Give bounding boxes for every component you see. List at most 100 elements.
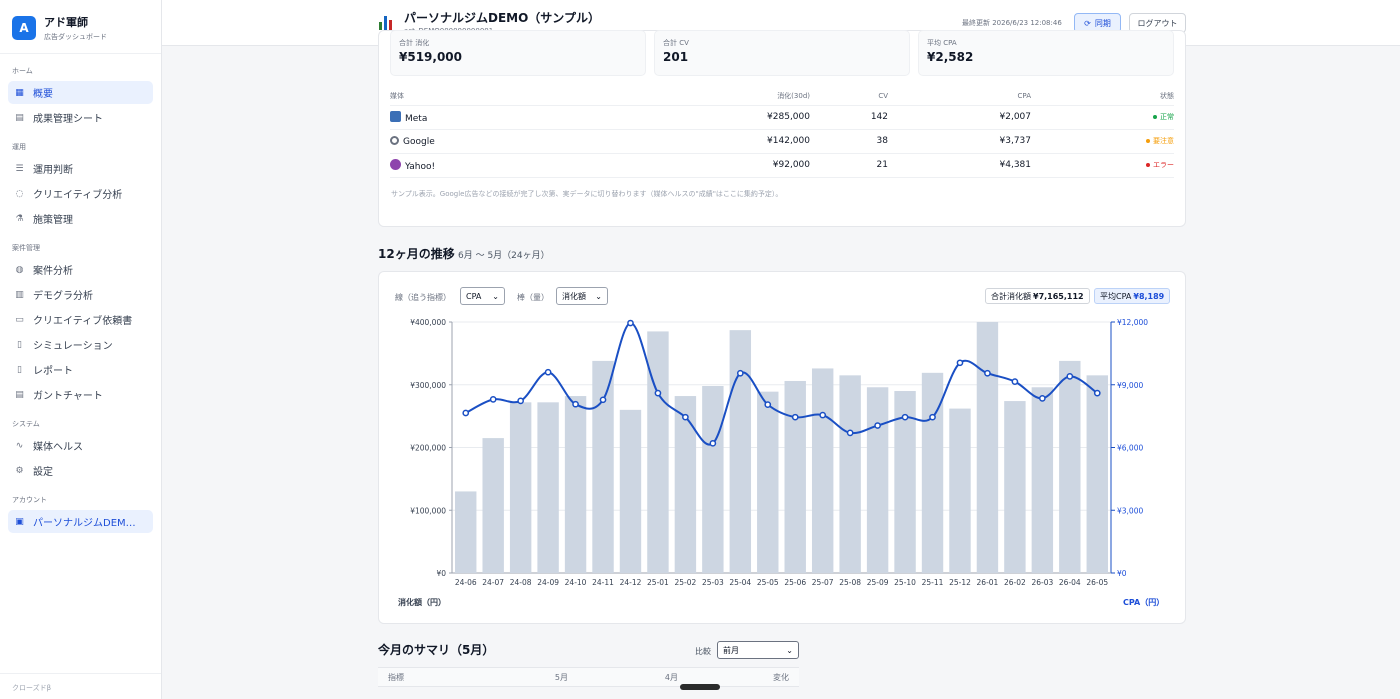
sidebar-item[interactable]: ▦ 概要	[8, 81, 153, 104]
bar	[592, 360, 614, 573]
compare-value: 前月	[723, 645, 739, 655]
nav-section-label: システム	[12, 420, 40, 428]
table-header-row: 媒体 消化(30d) CV CPA 状態	[390, 87, 1174, 106]
status-cell: エラー	[1031, 153, 1174, 178]
sidebar-item[interactable]: ◌ クリエイティブ分析	[8, 182, 153, 205]
media-name-cell: Meta	[390, 105, 640, 130]
x-tick-label: 24-12	[620, 578, 642, 587]
sidebar-item[interactable]: ▯ シミュレーション	[8, 333, 153, 356]
spend-cell: ¥92,000	[640, 153, 810, 178]
sidebar-item[interactable]: ∿ 媒体ヘルス	[8, 434, 153, 457]
bar	[647, 331, 669, 573]
trend-card: 線（追う指標） CPA ⌄ 棒（量） 消化額 ⌄ 合計消化額 ¥7,165,11…	[378, 271, 1186, 624]
media-name-cell: Yahoo!	[390, 153, 640, 178]
sidebar-item-label: デモグラ分析	[33, 291, 93, 302]
total-spend-pill: 合計消化額 ¥7,165,112	[985, 288, 1090, 304]
bar	[482, 438, 504, 573]
summary-col-change: 変化	[688, 667, 799, 687]
cpa-point	[846, 429, 854, 437]
media-table: 媒体 消化(30d) CV CPA 状態 Meta ¥285,000 142 ¥2,0…	[390, 87, 1174, 178]
gantt-icon: ▤	[15, 389, 24, 400]
cpa-point	[874, 422, 881, 429]
folder-icon: ▭	[15, 314, 24, 325]
x-tick-label: 24-10	[565, 578, 587, 587]
sidebar-item[interactable]: ▣ パーソナルジムDEM…	[8, 510, 153, 533]
palette-icon: ◌	[15, 188, 24, 199]
compare-select[interactable]: 前月 ⌄	[717, 641, 799, 659]
x-tick-label: 26-05	[1086, 578, 1108, 587]
cpa-point	[1093, 389, 1101, 397]
sidebar-item[interactable]: ⚙ 設定	[8, 459, 153, 482]
sidebar-item[interactable]: ◍ 案件分析	[8, 258, 153, 281]
bar	[619, 409, 642, 573]
account-folder-icon: ▣	[15, 516, 24, 527]
table-row[interactable]: Yahoo! ¥92,000 21 ¥4,381 エラー	[390, 153, 1174, 178]
list-check-icon: ☰	[15, 163, 24, 174]
kpi-total-cv: 合計 CV 201	[654, 30, 910, 76]
cpa-point	[1066, 373, 1074, 380]
bar	[784, 380, 806, 573]
sidebar-item[interactable]: ▯ レポート	[8, 358, 153, 381]
cpa-point	[709, 439, 717, 447]
sidebar-item[interactable]: ▤ 成果管理シート	[8, 106, 153, 129]
sidebar-item-label: クリエイティブ分析	[33, 190, 123, 201]
status-dot	[1146, 139, 1150, 143]
status-badge: エラー	[1146, 161, 1174, 169]
cv-cell: 142	[810, 105, 888, 130]
table-row[interactable]: Meta ¥285,000 142 ¥2,007 正常	[390, 105, 1174, 130]
document-icon: ▯	[17, 339, 22, 350]
x-tick-label: 24-08	[510, 578, 532, 587]
brand[interactable]: A アド軍師 広告ダッシュボード	[0, 0, 161, 54]
status-text: 要注意	[1153, 137, 1174, 145]
status-cell: 正常	[1031, 105, 1174, 130]
bar-metric-select[interactable]: 消化額 ⌄	[556, 287, 608, 305]
bar	[1086, 375, 1108, 573]
scroll-indicator[interactable]	[680, 684, 720, 690]
x-tick-label: 25-04	[729, 578, 751, 587]
bar	[455, 491, 477, 573]
refresh-icon: ⟳	[1084, 18, 1091, 28]
bar-chart-icon: ▥	[15, 289, 24, 300]
cpa-point	[599, 396, 607, 404]
x-tick-label: 25-02	[674, 578, 696, 587]
summary-col-current: 5月	[498, 667, 578, 687]
bar	[839, 375, 861, 573]
cpa-point	[929, 413, 936, 421]
kpi-value: 201	[663, 50, 689, 64]
x-tick-label: 24-11	[592, 578, 614, 587]
report-icon: ▯	[17, 364, 22, 375]
x-tick-label: 25-12	[949, 578, 971, 587]
x-tick-label: 26-04	[1059, 578, 1081, 587]
line-metric-label: 線（追う指標）	[395, 293, 451, 302]
bar	[702, 386, 724, 573]
sidebar-item[interactable]: ⚗ 施策管理	[8, 207, 153, 230]
x-tick-label: 25-06	[784, 578, 806, 587]
sidebar-item[interactable]: ▥ デモグラ分析	[8, 283, 153, 306]
sidebar-nav: ホーム ▦ 概要 ▤ 成果管理シート 運用 ☰ 運用判断 ◌ クリエイティブ分析 ⚗ 施策管理 案件管理…	[0, 66, 161, 533]
sidebar-item[interactable]: ☰ 運用判断	[8, 157, 153, 180]
status-text: エラー	[1153, 161, 1174, 169]
summary-header-row: 指標 5月 4月 変化	[378, 667, 799, 687]
kpi-value: ¥519,000	[399, 50, 463, 64]
x-tick-label: 25-03	[702, 578, 724, 587]
x-tick-label: 25-08	[839, 578, 861, 587]
line-metric-select[interactable]: CPA ⌄	[460, 287, 505, 305]
cpa-point	[736, 369, 744, 377]
sidebar-item[interactable]: ▤ ガントチャート	[8, 383, 153, 406]
sidebar-item-label: レポート	[33, 366, 73, 377]
compare-label: 比較	[695, 647, 711, 656]
sidebar-item-label: 成果管理シート	[33, 114, 103, 125]
summary-title: 今月のサマリ（5月）	[378, 643, 495, 657]
book-icon	[390, 110, 401, 122]
kpi-label: 合計 CV	[663, 39, 689, 47]
sidebar-item[interactable]: ▭ クリエイティブ依頼書	[8, 308, 153, 331]
kpi-value: ¥2,582	[927, 50, 974, 64]
pulse-icon: ∿	[15, 440, 24, 451]
bar	[1031, 387, 1054, 573]
kpi-total-spend: 合計 消化 ¥519,000	[390, 30, 646, 76]
sidebar: A アド軍師 広告ダッシュボード ホーム ▦ 概要 ▤ 成果管理シート 運用 ☰ 運用判断 ◌ ク…	[0, 0, 162, 699]
bar	[921, 372, 944, 573]
table-row[interactable]: Google ¥142,000 38 ¥3,737 要注意	[390, 129, 1174, 154]
sidebar-item-label: 運用判断	[33, 165, 73, 176]
cpa-point	[462, 409, 470, 417]
